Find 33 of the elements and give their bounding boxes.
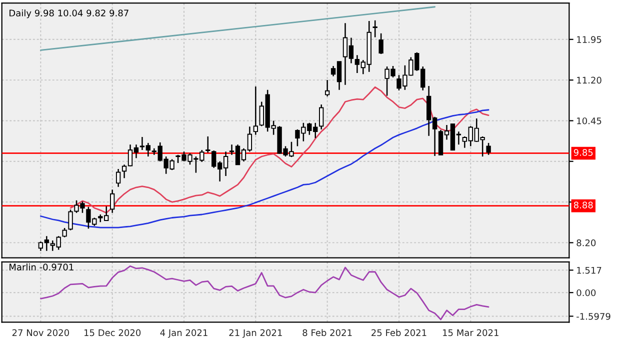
x-tick-label: 27 Nov 2020	[12, 329, 69, 336]
y-tick-label: 8.20	[576, 239, 596, 246]
x-tick-label: 21 Jan 2021	[229, 329, 282, 338]
y-tick-label: 11.20	[577, 76, 602, 84]
candlestick	[378, 32, 384, 55]
ref-line-label: 8.88	[574, 202, 593, 208]
x-tick-label: 8 Feb 2021	[302, 329, 352, 336]
x-tick-label: 25 Feb 2021	[372, 329, 426, 336]
candlestick	[62, 227, 67, 238]
candlestick	[206, 136, 210, 154]
x-tick-label: 15 Mar 2021	[443, 329, 498, 336]
y-tick-label: 0.00	[576, 289, 596, 296]
line-series	[40, 265, 490, 320]
text: Daily 9.98 10.04 9.82 9.87	[10, 9, 128, 18]
candlestick	[324, 79, 330, 97]
candlestick	[68, 208, 73, 231]
x-tick-label: 4 Jan 2021	[160, 329, 208, 338]
candlestick	[486, 142, 491, 156]
line-series	[70, 86, 490, 214]
candlestick	[253, 86, 258, 136]
ref-line-label: 9.85	[574, 149, 593, 156]
y-tick-label: 1.517	[577, 267, 602, 274]
chart-title: Marlin -0.9701	[10, 263, 74, 270]
x-tick-label: 15 Dec 2020	[84, 329, 141, 336]
candlestick	[116, 168, 121, 188]
y-tick-label: -1.5979	[576, 312, 610, 320]
y-tick-label: 10.45	[577, 117, 602, 124]
y-tick-label: 11.95	[577, 36, 602, 43]
candlestick	[319, 104, 324, 130]
candlestick	[122, 164, 127, 179]
candlestick	[110, 188, 115, 214]
candlestick	[372, 20, 378, 38]
line-series	[40, 109, 490, 228]
